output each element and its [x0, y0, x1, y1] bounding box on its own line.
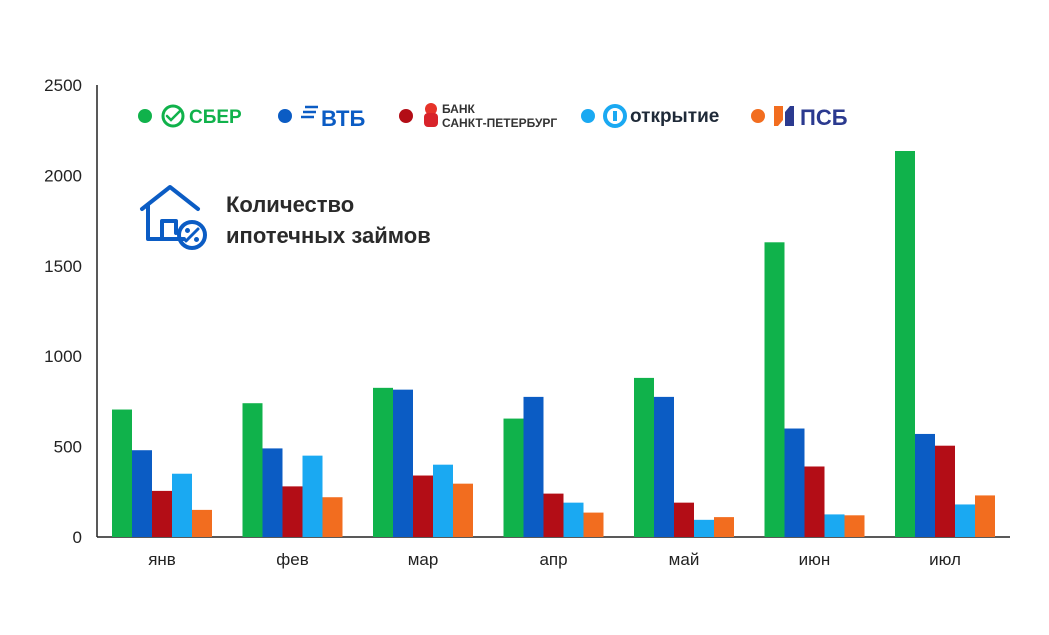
x-tick-label: мар — [408, 550, 439, 569]
bar — [563, 502, 584, 537]
bar — [132, 450, 152, 537]
otkritie-logo-bar-icon — [613, 111, 617, 121]
bar — [543, 493, 564, 537]
bar — [784, 428, 805, 537]
x-tick-label: июн — [799, 550, 831, 569]
legend-label: ПСБ — [800, 105, 848, 130]
legend-marker — [138, 109, 152, 123]
bar — [262, 448, 283, 537]
bar — [764, 242, 785, 537]
y-tick-label: 0 — [73, 528, 82, 547]
bar — [322, 497, 343, 537]
bar — [895, 150, 915, 537]
bar — [714, 517, 734, 537]
bar — [975, 495, 995, 537]
y-tick-label: 1000 — [44, 347, 82, 366]
bar — [804, 466, 825, 537]
bar — [152, 490, 172, 537]
bar — [955, 504, 975, 537]
bar — [453, 483, 473, 537]
bar — [112, 409, 132, 537]
axes: 0 500 1000 1500 2000 2500 янв фев мар апр май июн ию… — [44, 76, 1010, 569]
sber-logo-icon — [161, 104, 185, 128]
chart-title-line-2: ипотечных займов — [226, 223, 431, 248]
bar — [172, 473, 192, 537]
y-tick-label: 500 — [54, 438, 82, 457]
bar — [393, 389, 413, 537]
legend-item: ПСБ — [751, 105, 848, 130]
bar — [373, 387, 393, 537]
bar — [282, 486, 303, 537]
bar — [654, 396, 674, 537]
bar — [935, 445, 955, 537]
legend-marker — [399, 109, 413, 123]
y-tick-label: 2500 — [44, 76, 82, 95]
x-tick-label: май — [669, 550, 700, 569]
spb-logo-body-icon — [424, 113, 438, 127]
legend-label: БАНК — [442, 102, 476, 116]
x-tick-label: янв — [148, 550, 176, 569]
legend-item: ВТБ — [278, 105, 365, 131]
legend-marker — [278, 109, 292, 123]
chart-title-line-1: Количество — [226, 192, 354, 217]
x-tick-label: апр — [539, 550, 567, 569]
bar — [674, 502, 694, 537]
bar — [302, 455, 323, 537]
legend-label: открытие — [630, 106, 719, 127]
legend-item: СБЕР — [138, 104, 242, 128]
bar — [433, 464, 453, 537]
legend-label: ВТБ — [321, 106, 365, 131]
legend-label: СБЕР — [189, 107, 242, 128]
otkritie-logo-icon — [603, 104, 627, 128]
bar — [915, 433, 935, 537]
chart-title: Количество ипотечных займов — [140, 185, 431, 250]
bar — [824, 514, 845, 537]
legend-item: открытие — [581, 104, 719, 128]
house-percent-icon — [140, 185, 207, 250]
bar — [503, 418, 524, 537]
legend-marker — [751, 109, 765, 123]
psb-logo-icon — [774, 106, 783, 126]
bars — [112, 150, 995, 537]
bar — [583, 512, 604, 537]
psb-logo-right-icon — [785, 106, 794, 126]
bar — [192, 509, 212, 537]
bar — [413, 475, 433, 537]
legend-label: САНКТ-ПЕТЕРБУРГ — [442, 116, 557, 130]
x-tick-label: фев — [276, 550, 308, 569]
spb-logo-icon — [425, 103, 437, 115]
bar — [523, 396, 544, 537]
bar — [242, 403, 263, 537]
legend-marker — [581, 109, 595, 123]
x-tick-label: июл — [929, 550, 961, 569]
bar — [634, 377, 654, 537]
bar — [694, 519, 714, 537]
y-tick-label: 1500 — [44, 257, 82, 276]
y-tick-label: 2000 — [44, 166, 82, 185]
sber-check-icon — [165, 109, 182, 122]
bar — [844, 515, 865, 537]
